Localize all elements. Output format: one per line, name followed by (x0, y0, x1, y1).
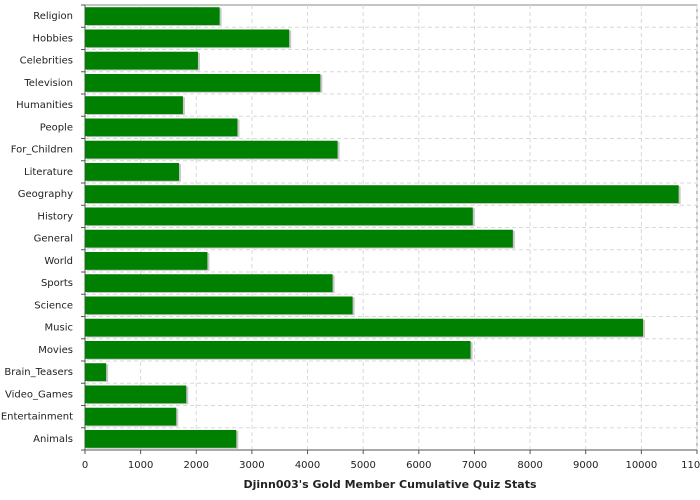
x-tick-label: 9000 (573, 460, 598, 471)
bar (85, 251, 208, 270)
y-tick-label: Humanities (16, 100, 73, 111)
bar (85, 429, 237, 448)
y-tick-label: Science (34, 300, 73, 311)
bar (85, 274, 333, 293)
y-tick-label: Geography (18, 189, 73, 200)
x-tick-label: 7000 (462, 460, 487, 471)
y-tick-label: Movies (38, 345, 73, 356)
x-tick-label: 2000 (184, 460, 209, 471)
x-tick-label: 4000 (295, 460, 320, 471)
y-tick-label: Sports (41, 278, 73, 289)
y-tick-label: Television (23, 78, 73, 89)
y-tick-label: Music (45, 323, 73, 334)
y-tick-label: For_Children (11, 145, 73, 156)
bar (85, 7, 220, 26)
y-tick-label: People (40, 122, 73, 133)
y-tick-label: Brain_Teasers (4, 367, 73, 378)
y-tick-label: Literature (24, 167, 73, 178)
bar (85, 162, 180, 181)
x-tick-label: 6000 (406, 460, 431, 471)
bar (85, 340, 471, 359)
bar (85, 118, 238, 137)
x-tick-label: 10000 (625, 460, 657, 471)
x-tick-label: 5000 (350, 460, 375, 471)
y-tick-label: Celebrities (20, 56, 73, 67)
bar (85, 296, 353, 315)
chart-title: Djinn003's Gold Member Cumulative Quiz S… (243, 478, 536, 491)
bar (85, 385, 187, 404)
y-tick-label: World (44, 256, 73, 267)
bar (85, 185, 679, 204)
bar (85, 29, 290, 48)
y-tick-label: General (34, 234, 73, 245)
bar (85, 73, 321, 92)
bar (85, 207, 473, 226)
bar (85, 51, 198, 70)
x-tick-label: 0 (82, 460, 88, 471)
bar (85, 363, 107, 382)
bar (85, 140, 338, 159)
y-tick-label: Animals (33, 434, 73, 445)
x-tick-label: 1000 (128, 460, 153, 471)
bar (85, 318, 644, 337)
y-tick-label: Religion (33, 11, 73, 22)
bar (85, 407, 177, 426)
x-tick-label: 3000 (239, 460, 264, 471)
y-tick-label: Video_Games (5, 389, 73, 400)
x-tick-label: 11000 (681, 460, 700, 471)
x-tick-label: 8000 (517, 460, 542, 471)
bar (85, 229, 513, 248)
bar (85, 96, 183, 115)
y-tick-label: History (37, 211, 73, 222)
y-tick-label: Hobbies (33, 33, 73, 44)
y-tick-label: Entertainment (1, 412, 73, 423)
